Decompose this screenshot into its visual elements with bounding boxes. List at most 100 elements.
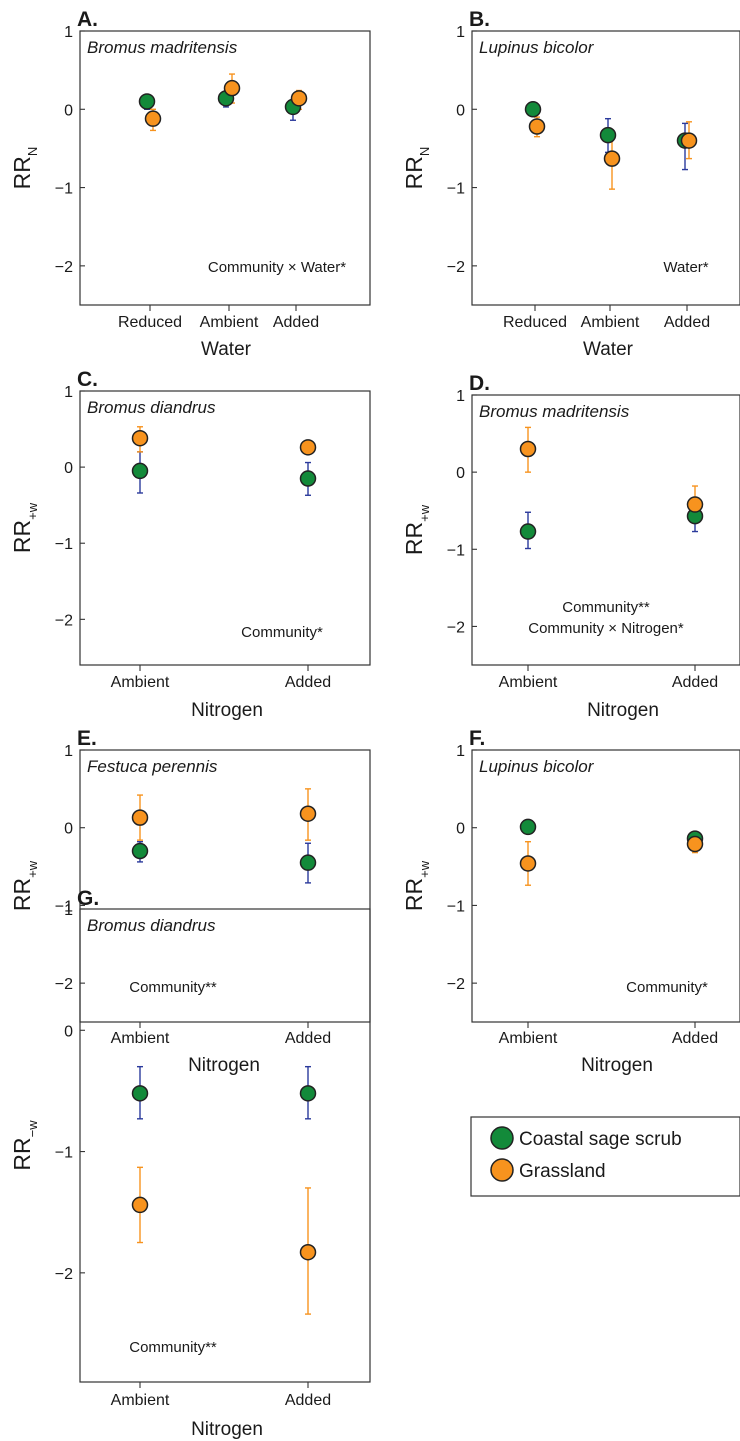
panel-d-ytick-label: 1	[456, 388, 465, 405]
panel-g-letter: G.	[77, 887, 99, 910]
panel-f-x-axis-label: Nitrogen	[581, 1055, 653, 1076]
panel-g-y-axis-label: RR−w	[9, 1120, 40, 1171]
panel-a-point-grassland	[144, 110, 162, 127]
panel-a-ytick-label: −1	[55, 181, 73, 198]
panel-a-ytick-label: 0	[64, 102, 73, 119]
panel-e-xtick-label: Added	[285, 1030, 331, 1047]
panel-b: B. Lupinus bicolor 1 0 −1 −2 Reduced Ambient Add…	[401, 8, 740, 360]
panel-a-point-coastal-sage-scrub	[138, 93, 156, 110]
panel-c-y-axis-label: RR+w	[9, 502, 40, 553]
panel-d-point-coastal-sage-scrub	[519, 523, 537, 540]
panel-d-ytick-label: −2	[447, 619, 465, 636]
panel-c-y-axis-subscript: +w	[25, 502, 40, 520]
panel-b-ytick-label: 1	[456, 24, 465, 41]
panel-e-point-coastal-sage-scrub	[299, 854, 317, 871]
panel-f-annotation: Community*	[626, 979, 708, 996]
panel-a-letter: A.	[77, 8, 98, 31]
panel-g-frame	[79, 908, 371, 1383]
panel-a-xtick-label: Reduced	[118, 314, 182, 331]
panel-c-ytick-label: 1	[64, 384, 73, 401]
panel-b-point-grassland	[680, 132, 698, 149]
panel-e-y-axis-subscript: +w	[25, 860, 40, 878]
panel-b-ytick-label: −2	[447, 259, 465, 276]
panel-c-point-coastal-sage-scrub	[299, 470, 317, 487]
panel-b-letter: B.	[469, 8, 490, 31]
panel-e-ytick-label: 1	[64, 743, 73, 760]
panel-e-ytick-label: −1	[55, 898, 73, 915]
panel-d-frame	[471, 394, 740, 666]
panel-a-ytick-label: −2	[55, 259, 73, 276]
panel-a-y-axis-subscript: N	[25, 147, 40, 156]
panel-c-ytick-label: 0	[64, 460, 73, 477]
panel-g-point-coastal-sage-scrub	[131, 1085, 149, 1102]
panel-c-ytick-label: −1	[55, 536, 73, 553]
panel-g-xtick-label: Added	[285, 1392, 331, 1409]
panel-b-point-grassland	[528, 118, 546, 135]
panel-g-ytick-label: 0	[64, 1023, 73, 1040]
panel-b-point-coastal-sage-scrub	[524, 101, 542, 118]
panel-f-y-axis-label: RR+w	[401, 860, 432, 911]
panel-d-ytick-label: 0	[456, 465, 465, 482]
panel-c-frame	[79, 390, 371, 666]
panel-c-point-grassland	[299, 439, 317, 456]
legend: Coastal sage scrub Grassland	[470, 1116, 740, 1197]
panel-c-xtick-label: Ambient	[111, 674, 170, 691]
panel-b-ytick-label: 0	[456, 102, 465, 119]
legend-label-grassland: Grassland	[519, 1161, 606, 1182]
panel-g-point-grassland	[131, 1196, 149, 1214]
panel-a-ytick-label: 1	[64, 24, 73, 41]
panel-g-point-coastal-sage-scrub	[299, 1085, 317, 1102]
legend-marker-grassland	[490, 1158, 514, 1182]
panel-e: E. Festuca perennis 1 0 −1 −2 Ambient Added Nitr…	[9, 727, 371, 1076]
panel-a-annotation: Community × Water*	[208, 259, 346, 276]
panel-a: A. Bromus madritensis 1 0 −1 −2 Reduced Ambient…	[9, 8, 371, 360]
panel-c-letter: C.	[77, 368, 98, 391]
panel-d-xtick-label: Ambient	[499, 674, 558, 691]
panel-f: F. Lupinus bicolor 1 0 −1 −2 Ambient Added Nitro…	[401, 727, 740, 1076]
panel-b-frame	[471, 30, 740, 306]
panels: A. Bromus madritensis 1 0 −1 −2 Reduced Ambient…	[9, 8, 740, 1440]
panel-a-xtick-label: Added	[273, 314, 319, 331]
panel-e-x-axis-label: Nitrogen	[188, 1055, 260, 1076]
panel-b-xtick-label: Ambient	[581, 314, 640, 331]
panel-f-letter: F.	[469, 727, 485, 750]
panel-f-point-coastal-sage-scrub	[519, 818, 537, 836]
panel-a-x-axis-label: Water	[201, 339, 252, 360]
panel-f-xtick-label: Ambient	[499, 1030, 558, 1047]
panel-b-xtick-label: Reduced	[503, 314, 567, 331]
panel-g-annotation: Community**	[129, 1339, 217, 1356]
panel-g-point-grassland	[299, 1243, 317, 1261]
panel-c-x-axis-label: Nitrogen	[191, 700, 263, 721]
panel-e-point-grassland	[299, 805, 317, 822]
panel-g-y-axis-subscript: −w	[25, 1120, 40, 1138]
panel-f-ytick-label: −2	[447, 976, 465, 993]
panel-d-species-title: Bromus madritensis	[479, 402, 630, 421]
panel-b-point-grassland	[603, 150, 621, 167]
panel-c-point-coastal-sage-scrub	[131, 462, 149, 480]
panel-f-ytick-label: 1	[456, 743, 465, 760]
panel-g-ytick-label: −2	[55, 1266, 73, 1283]
panel-b-y-axis-label: RRN	[401, 147, 432, 190]
panel-d-point-grassland	[686, 496, 704, 513]
panel-g-x-axis-label: Nitrogen	[191, 1419, 263, 1440]
panel-a-frame	[79, 30, 371, 306]
panel-e-letter: E.	[77, 727, 97, 750]
panel-d-xtick-label: Added	[672, 674, 718, 691]
panel-f-frame	[471, 749, 740, 1023]
panel-b-species-title: Lupinus bicolor	[479, 38, 595, 57]
panel-a-y-axis-label: RRN	[9, 147, 40, 190]
panel-d: D. Bromus madritensis 1 0 −1 −2 Ambient Added Ni…	[401, 372, 740, 721]
panel-c-annotation: Community*	[241, 624, 323, 641]
panel-c-point-grassland	[131, 429, 149, 447]
panel-a-point-grassland	[223, 79, 241, 97]
panel-f-point-grassland	[686, 835, 704, 853]
panel-e-point-grassland	[131, 809, 149, 826]
panel-e-species-title: Festuca perennis	[87, 757, 218, 776]
panel-e-frame	[79, 749, 371, 1023]
panel-e-ytick-label: −2	[55, 976, 73, 993]
panel-g-species-title: Bromus diandrus	[87, 916, 216, 935]
panel-c-species-title: Bromus diandrus	[87, 398, 216, 417]
panel-f-xtick-label: Added	[672, 1030, 718, 1047]
panel-d-ytick-label: −1	[447, 542, 465, 559]
panel-a-point-grassland	[290, 90, 308, 107]
